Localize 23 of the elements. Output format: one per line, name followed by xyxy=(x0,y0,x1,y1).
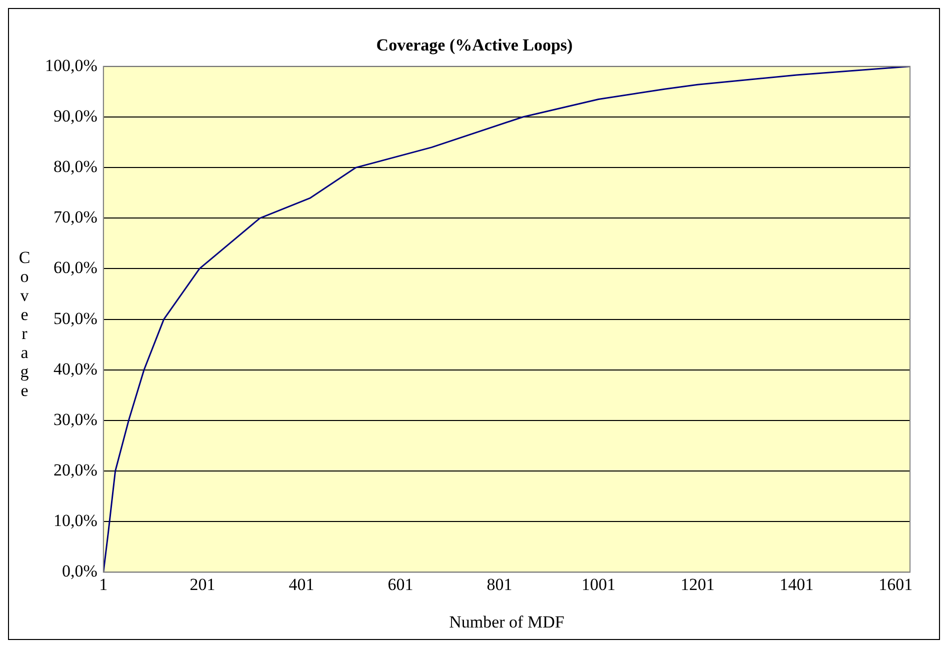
y-tick-label: 100,0% xyxy=(44,55,98,74)
x-tick-label: 1601 xyxy=(878,574,913,594)
x-tick-label: 201 xyxy=(190,574,216,594)
x-tick-label: 801 xyxy=(486,574,512,594)
y-tick-label: 10,0% xyxy=(53,510,98,530)
x-tick-label: 1001 xyxy=(582,574,616,594)
x-tick-label: 1201 xyxy=(680,574,715,594)
x-tick-label: 1401 xyxy=(780,574,814,594)
x-tick-label: 1 xyxy=(99,574,108,594)
y-tick-label: 30,0% xyxy=(53,409,98,428)
x-tick-label: 401 xyxy=(288,574,314,594)
y-tick-label: 60,0% xyxy=(53,258,98,277)
x-axis-title: Number of MDF xyxy=(449,612,564,631)
y-tick-label: 80,0% xyxy=(53,156,98,176)
y-tick-label: 0,0% xyxy=(62,561,98,580)
y-tick-label: 50,0% xyxy=(53,308,98,328)
chart-title: Coverage (%Active Loops) xyxy=(376,35,573,54)
y-axis-title: Coverage xyxy=(14,248,35,400)
y-tick-label: 40,0% xyxy=(53,358,98,378)
y-tick-label: 20,0% xyxy=(53,460,98,480)
y-tick-label: 70,0% xyxy=(53,207,98,226)
x-tick-label: 601 xyxy=(388,574,414,594)
y-tick-label: 90,0% xyxy=(53,106,98,125)
